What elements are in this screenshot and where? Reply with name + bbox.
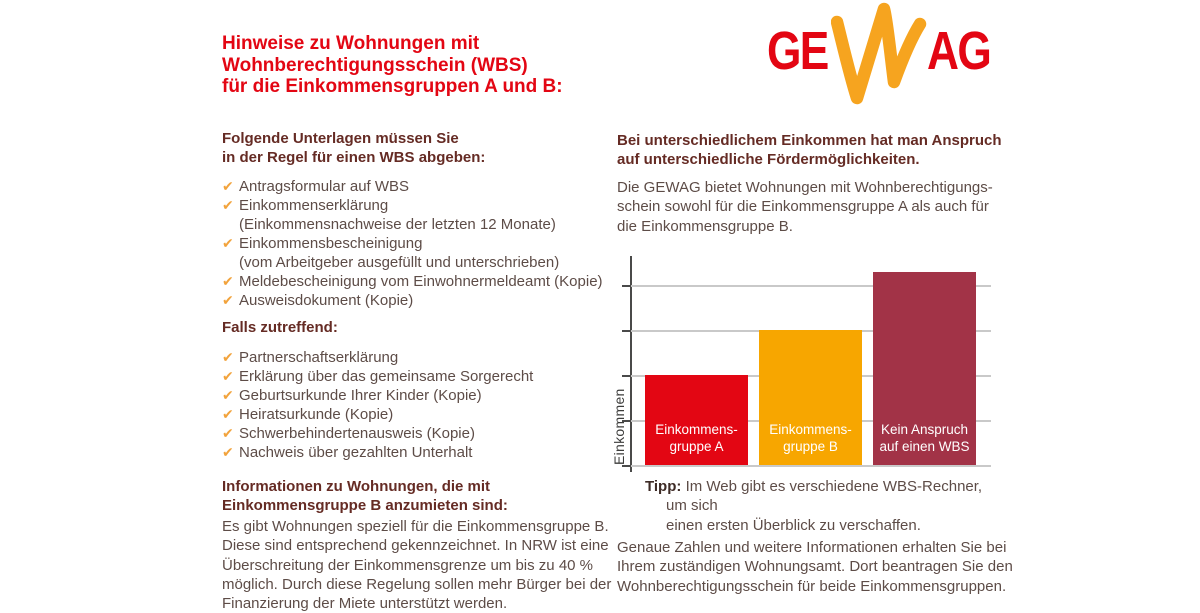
tip-block: Tipp: Im Web gibt es verschiedene WBS-Re… xyxy=(645,477,995,535)
checklist-item: ✔ Schwerbehindertenausweis (Kopie) xyxy=(222,424,622,443)
checklist-required-documents: ✔ Antragsformular auf WBS ✔ Einkommenserklä… xyxy=(222,177,622,310)
chart-axis-tick xyxy=(622,330,631,332)
checklist-item: ✔ Erklärung über das gemeinsame Sorgerech… xyxy=(222,367,622,386)
chart-y-axis-label: Einkommen xyxy=(611,388,627,465)
paragraph-gewag-offer: Die GEWAG bietet Wohnungen mit Wohnberec… xyxy=(617,179,993,235)
income-bar-chart: Einkommen Einkommens- gruppe A Einkommens… xyxy=(611,256,991,472)
checklist-item-text: Nachweis über gezahlten Unterhalt xyxy=(239,444,473,461)
chart-axis-tick xyxy=(622,375,631,377)
checklist-item: ✔ Heiratsurkunde (Kopie) xyxy=(222,405,622,424)
checklist-item: ✔ Ausweisdokument (Kopie) xyxy=(222,291,622,310)
check-icon: ✔ xyxy=(222,444,234,460)
checklist-item-text: Meldebescheinigung vom Einwohnermeldeamt… xyxy=(239,273,603,290)
check-icon: ✔ xyxy=(222,368,234,384)
checklist-item-text: Schwerbehindertenausweis (Kopie) xyxy=(239,425,475,442)
chart-bar-label: Einkommens- gruppe A xyxy=(655,422,738,454)
logo-w-swoosh-icon xyxy=(831,2,927,105)
checklist-item-text: Einkommensbescheinigung (vom Arbeitgeber… xyxy=(239,235,560,271)
check-icon: ✔ xyxy=(222,197,234,213)
check-icon: ✔ xyxy=(222,387,234,403)
check-icon: ✔ xyxy=(222,273,234,289)
checklist-item-text: Antragsformular auf WBS xyxy=(239,178,410,195)
chart-gridline xyxy=(631,285,991,287)
gewag-logo: GE AG xyxy=(753,0,1003,112)
chart-gridline xyxy=(631,465,991,467)
check-icon: ✔ xyxy=(222,292,234,308)
heading-required-documents: Folgende Unterlagen müssen Sie in der Re… xyxy=(222,130,486,166)
checklist-item-text: Geburtsurkunde Ihrer Kinder (Kopie) xyxy=(239,387,482,404)
checklist-item: ✔ Nachweis über gezahlten Unterhalt xyxy=(222,443,622,462)
check-icon: ✔ xyxy=(222,178,234,194)
check-icon: ✔ xyxy=(222,235,234,251)
checklist-item: ✔ Antragsformular auf WBS xyxy=(222,177,622,196)
checklist-item-text: Heiratsurkunde (Kopie) xyxy=(239,406,394,423)
logo-text-ge: GE xyxy=(767,21,829,81)
chart-axis-tick xyxy=(622,420,631,422)
tip-text: Im Web gibt es verschiedene WBS-Rechner,… xyxy=(666,478,983,534)
chart-y-axis xyxy=(630,256,632,472)
chart-bar-label: Einkommens- gruppe B xyxy=(769,422,852,454)
checklist-item-text: Erklärung über das gemeinsame Sorgerecht xyxy=(239,368,534,385)
checklist-item-text: Einkommenserklärung (Einkommensnachweise… xyxy=(239,197,556,233)
checklist-item: ✔ Geburtsurkunde Ihrer Kinder (Kopie) xyxy=(222,386,622,405)
paragraph-housing-office: Genaue Zahlen und weitere Informationen … xyxy=(617,539,1013,595)
checklist-item-text: Partnerschaftserklärung xyxy=(239,349,399,366)
chart-axis-tick xyxy=(622,285,631,287)
chart-bar-3: Kein Anspruch auf einen WBS xyxy=(873,271,976,465)
check-icon: ✔ xyxy=(222,406,234,422)
checklist-item-text: Ausweisdokument (Kopie) xyxy=(239,292,414,309)
check-icon: ✔ xyxy=(222,349,234,365)
chart-bar-1: Einkommens- gruppe A xyxy=(645,375,748,465)
logo-text-ag: AG xyxy=(927,21,992,81)
chart-bar-label: Kein Anspruch auf einen WBS xyxy=(879,422,970,454)
heading-if-applicable: Falls zutreffend: xyxy=(222,319,338,336)
wbs-flyer: { "page": { "title_lines": [ "Hinweise z… xyxy=(222,0,1013,613)
checklist-if-applicable: ✔ Partnerschaftserklärung ✔ Erklärung über … xyxy=(222,348,622,462)
chart-bar-2: Einkommens- gruppe B xyxy=(759,330,862,465)
heading-group-b-info: Informationen zu Wohnungen, die mit Eink… xyxy=(222,478,508,514)
tip-label: Tipp: xyxy=(645,478,682,495)
paragraph-group-b-info: Es gibt Wohnungen speziell für die Einko… xyxy=(222,518,612,613)
heading-income-claims: Bei unterschiedlichem Einkommen hat man … xyxy=(617,132,1002,168)
page-title: Hinweise zu Wohnungen mit Wohnberechtigu… xyxy=(222,33,563,97)
checklist-item: ✔ Einkommensbescheinigung (vom Arbeitgebe… xyxy=(222,234,622,272)
check-icon: ✔ xyxy=(222,425,234,441)
checklist-item: ✔ Partnerschaftserklärung xyxy=(222,348,622,367)
chart-axis-tick xyxy=(622,465,631,467)
checklist-item: ✔ Einkommenserklärung (Einkommensnachweis… xyxy=(222,196,622,234)
checklist-item: ✔ Meldebescheinigung vom Einwohnermeldeam… xyxy=(222,272,622,291)
